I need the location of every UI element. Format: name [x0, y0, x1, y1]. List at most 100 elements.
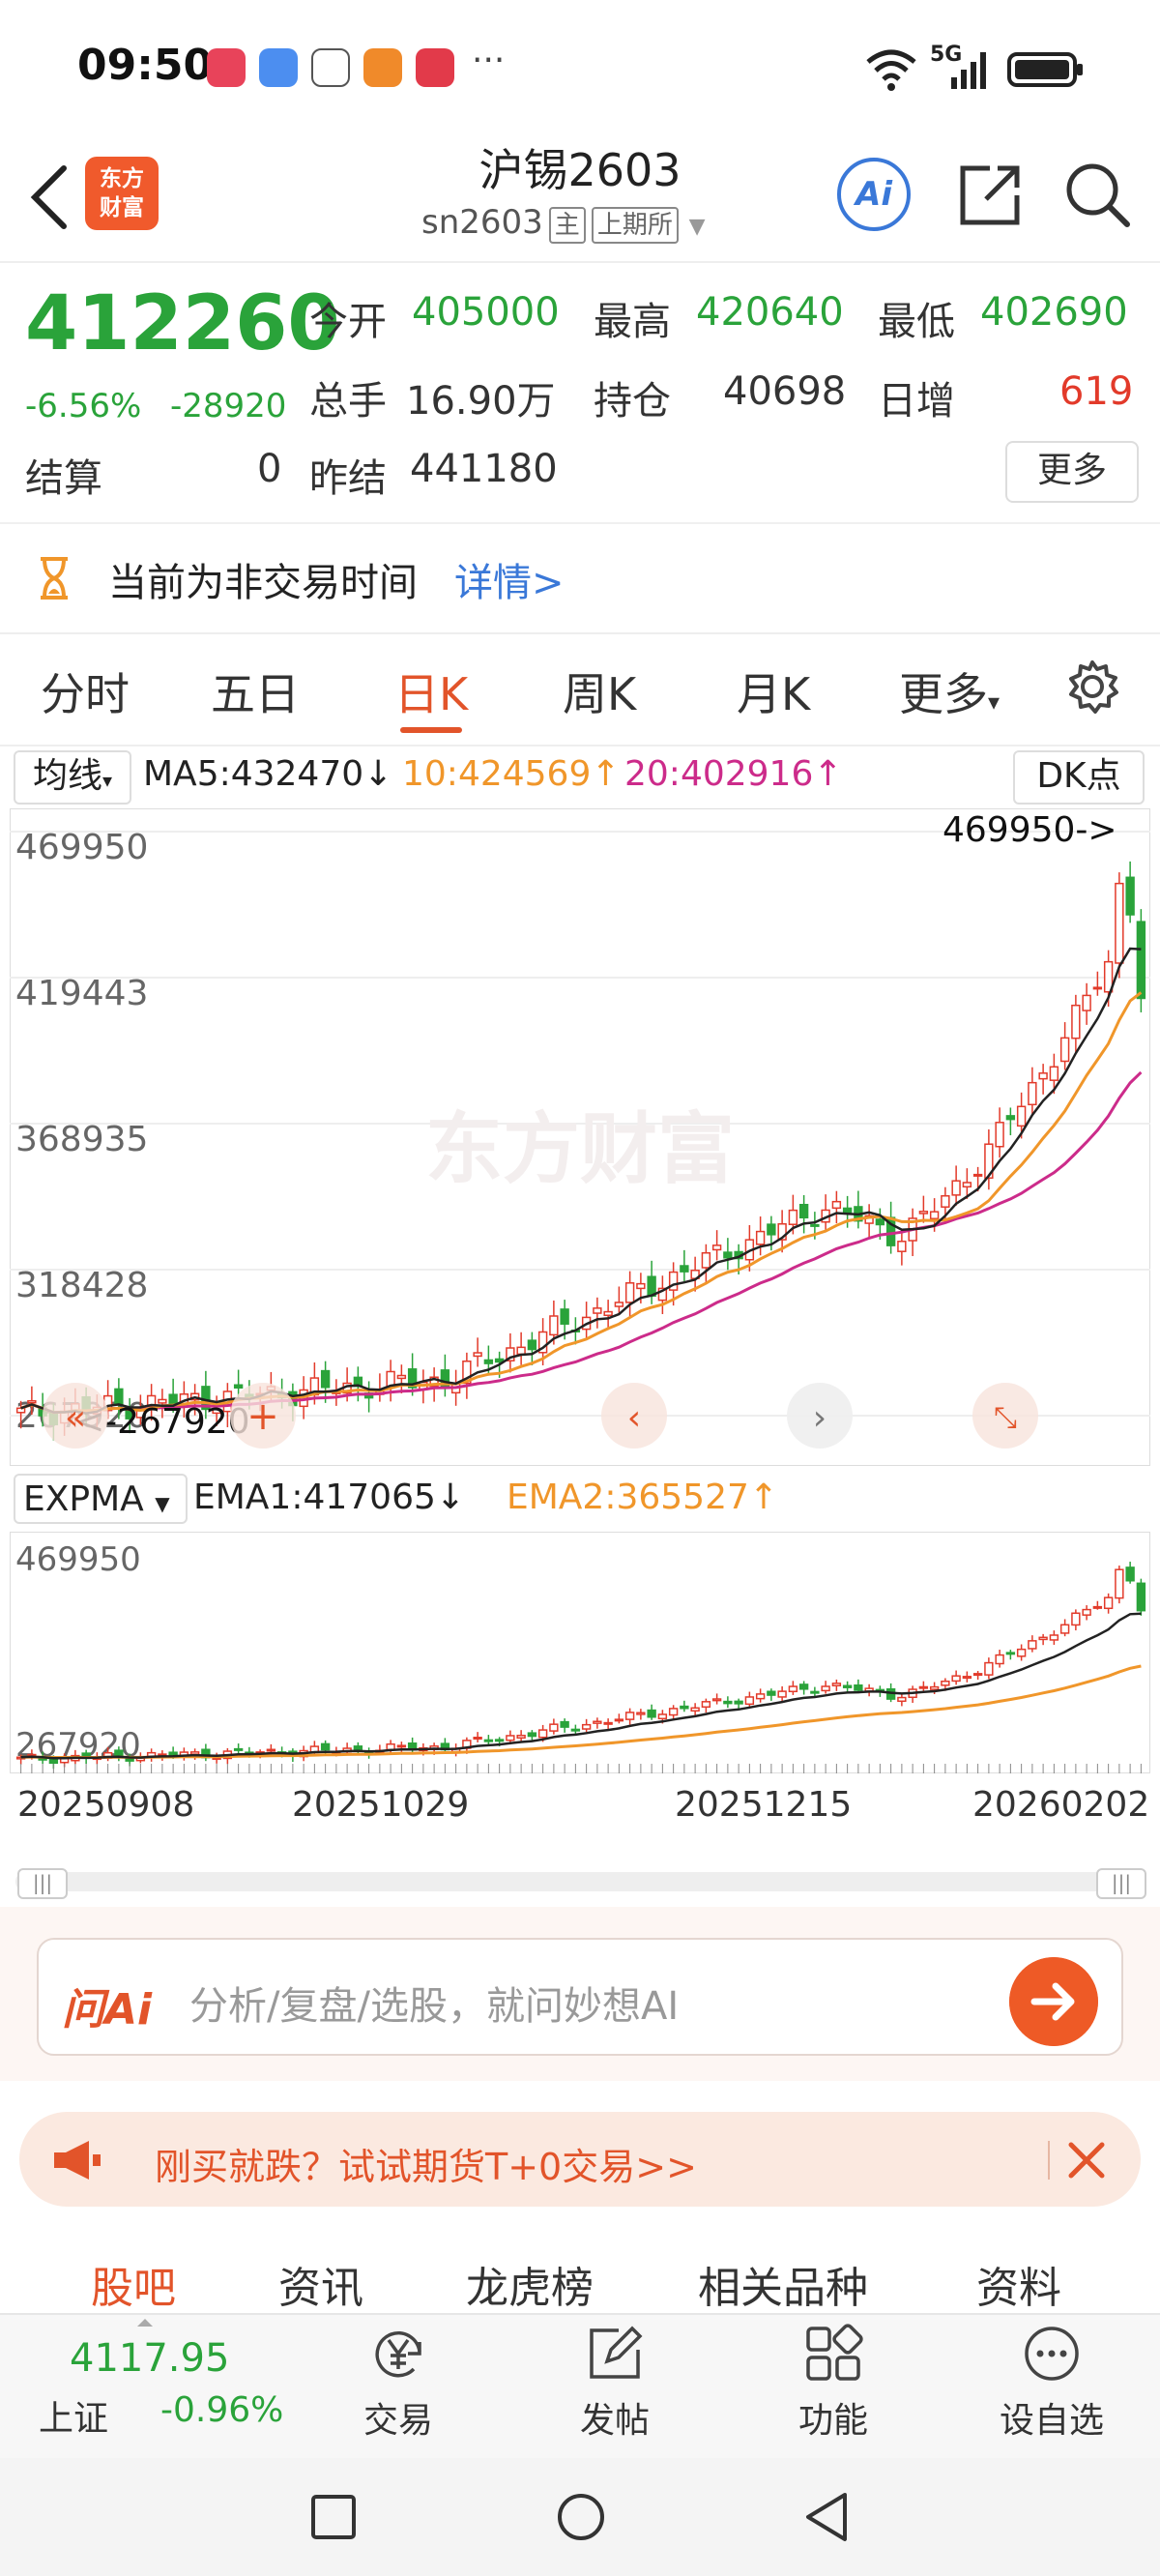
arrow-right-icon: [1030, 1982, 1075, 2021]
ai-submit-button[interactable]: [1009, 1957, 1098, 2046]
more-circle-icon: [1025, 2327, 1079, 2381]
system-back-button[interactable]: [802, 2491, 851, 2543]
tab-daily-k[interactable]: 日K: [394, 668, 469, 720]
ai-assistant-button[interactable]: Ai: [837, 158, 911, 231]
candle-body: [941, 1680, 950, 1686]
scroll-right-button[interactable]: [787, 1383, 853, 1449]
more-quote-button[interactable]: 更多: [1005, 441, 1139, 503]
index-change[interactable]: -0.96%: [160, 2390, 284, 2430]
ema1-value: EMA1:417065↓: [193, 1478, 466, 1517]
candle-body: [320, 1369, 331, 1389]
tab-news[interactable]: 资讯: [278, 2264, 363, 2313]
battery-icon: [1007, 52, 1083, 87]
tab-dragon-tiger[interactable]: 龙虎榜: [466, 2264, 594, 2313]
tab-intraday[interactable]: 分时: [41, 668, 130, 720]
nav-trade[interactable]: 交易: [331, 2323, 466, 2443]
indicator-select-ma[interactable]: 均线▾: [14, 750, 131, 805]
scroll-start-button[interactable]: [43, 1383, 108, 1449]
chart-range-scrollbar[interactable]: [15, 1872, 1145, 1891]
notice-divider: [0, 632, 1160, 634]
candle-body: [701, 1251, 711, 1269]
candle-body: [755, 1693, 766, 1700]
candle-body: [788, 1685, 798, 1693]
tab-more[interactable]: 更多▾: [899, 659, 1000, 723]
candle-body: [864, 1215, 874, 1224]
candle-body: [918, 1685, 929, 1689]
candlestick-chart[interactable]: 东方财富 469950419443368935318428267920 4699…: [10, 808, 1150, 1466]
promo-text[interactable]: 刚买就跌？试试期货T+0交易>>: [155, 2146, 697, 2188]
recents-button[interactable]: [309, 2493, 358, 2541]
quote-divider: [0, 522, 1160, 524]
grid-apps-icon: [806, 2324, 863, 2381]
candle-body: [897, 1241, 907, 1252]
home-button[interactable]: [555, 2491, 607, 2543]
candle-body: [744, 1696, 755, 1706]
candle-body: [788, 1209, 798, 1225]
daily-increase-label: 日增: [878, 379, 955, 424]
range-handle-left[interactable]: |||: [17, 1868, 68, 1899]
signal-icon: [951, 52, 986, 89]
nav-post[interactable]: 发帖: [547, 2323, 682, 2443]
chart-settings-button[interactable]: [1065, 659, 1119, 714]
candle-body: [657, 1713, 668, 1720]
candle-body: [353, 1745, 363, 1750]
change-value: -28920: [170, 387, 287, 425]
promo-close-button[interactable]: [1063, 2137, 1110, 2183]
back-button[interactable]: [21, 161, 79, 238]
dk-point-button[interactable]: DK点: [1013, 750, 1145, 805]
heart-app-icon: [416, 48, 454, 87]
promo-banner[interactable]: [19, 2112, 1141, 2207]
tab-profile[interactable]: 资料: [976, 2264, 1061, 2313]
open-interest-value: 40698: [723, 369, 847, 414]
chevron-right-icon: ›: [813, 1398, 826, 1438]
tab-weekly-k[interactable]: 周K: [563, 668, 637, 720]
candle-body: [560, 1720, 569, 1728]
indicator-select-expma[interactable]: EXPMA ▼: [14, 1474, 188, 1524]
x-axis-minor-ticks: [20, 1764, 1142, 1773]
candle-body: [777, 1223, 787, 1241]
share-button[interactable]: [957, 161, 1025, 228]
ma20-line: [20, 1070, 1143, 1415]
candle-body: [972, 1173, 983, 1177]
candle-body: [233, 1747, 244, 1751]
ai-query-input[interactable]: [37, 1938, 1123, 2056]
scroll-left-button[interactable]: [601, 1383, 667, 1449]
nav-add-watchlist-label: 设自选: [999, 2401, 1104, 2441]
low-label: 最低: [878, 300, 955, 344]
candle-body: [506, 1347, 515, 1361]
index-value[interactable]: 4117.95: [70, 2336, 230, 2381]
shop-app-icon: [363, 48, 402, 87]
tab-five-day[interactable]: 五日: [211, 668, 300, 720]
candle-body: [27, 1399, 37, 1404]
active-tab-indicator: [400, 727, 462, 733]
wifi-icon: [866, 49, 916, 91]
candle-body: [777, 1690, 787, 1698]
candle-body: [821, 1685, 830, 1692]
range-handle-right[interactable]: |||: [1096, 1868, 1146, 1899]
notice-details-link[interactable]: 详情>: [454, 561, 565, 605]
candle-body: [396, 1374, 407, 1380]
candle-body: [396, 1744, 407, 1748]
nav-functions[interactable]: 功能: [766, 2323, 901, 2443]
candle-body: [767, 1690, 776, 1696]
bottom-navigation: [0, 2313, 1160, 2460]
index-name[interactable]: 上证: [39, 2399, 109, 2439]
zoom-in-button[interactable]: [230, 1383, 296, 1449]
open-label: 今开: [309, 300, 387, 344]
nav-add-watchlist[interactable]: 设自选: [984, 2323, 1119, 2443]
candle-body: [767, 1223, 776, 1236]
candle-body: [560, 1308, 569, 1325]
main-contract-tag: 主: [548, 207, 586, 244]
tab-monthly-k[interactable]: 月K: [737, 668, 811, 720]
candle-body: [962, 1182, 972, 1188]
candle-body: [1038, 1636, 1048, 1641]
candle-body: [711, 1244, 722, 1251]
contract-subtitle[interactable]: sn2603 主上期所 ▼: [421, 203, 706, 244]
tab-forum[interactable]: 股吧: [91, 2264, 176, 2313]
ma10-value: 10:424569↑: [402, 754, 621, 794]
expma-chart[interactable]: 469950 267920: [10, 1532, 1150, 1773]
tab-related[interactable]: 相关品种: [698, 2264, 868, 2313]
fullscreen-button[interactable]: [972, 1383, 1038, 1449]
search-button[interactable]: [1063, 161, 1131, 228]
candle-body: [929, 1211, 940, 1220]
